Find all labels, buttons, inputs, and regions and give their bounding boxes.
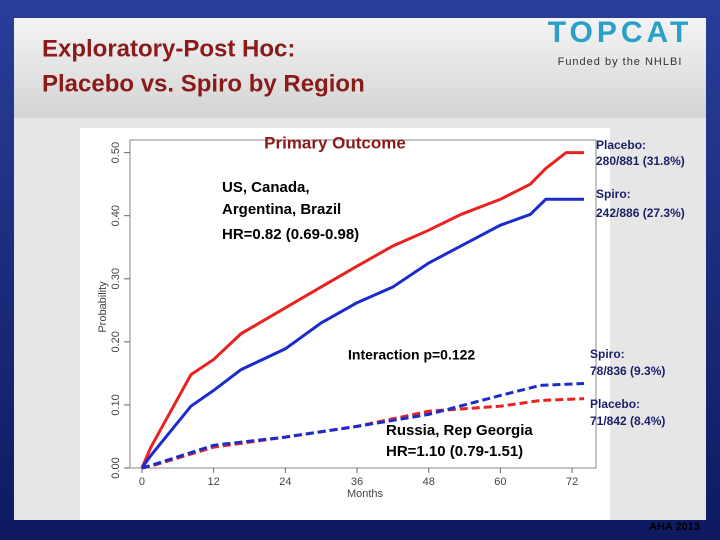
annotation: US, Canada, [222,179,310,196]
series-line [140,197,585,469]
x-tick-label: 12 [208,476,220,488]
header [14,18,706,118]
logo: TOPCAT [548,16,693,49]
annotation: Russia, Rep Georgia [386,422,533,439]
x-tick-label: 24 [279,476,291,488]
annotation: 71/842 (8.4%) [590,414,665,428]
annotation: Spiro: [596,187,631,201]
y-tick-label: 0.00 [110,457,122,478]
x-axis-label: Months [347,488,384,500]
annotation: Argentina, Brazil [222,201,341,218]
slide-title: Placebo vs. Spiro by Region [42,70,365,97]
annotation: Placebo: [590,397,640,411]
annotation: HR=0.82 (0.69-0.98) [222,226,359,243]
chart-title: Primary Outcome [264,133,406,152]
y-tick-label: 0.50 [110,142,122,163]
y-tick-label: 0.40 [110,205,122,226]
annotation: Interaction p=0.122 [348,347,475,363]
y-tick-label: 0.30 [110,268,122,289]
plot-frame [129,139,597,469]
logo-caption: Funded by the NHLBI [558,56,683,68]
annotation: Spiro: [590,347,625,361]
annotation: 280/881 (31.8%) [596,154,685,168]
x-tick-label: 60 [494,476,506,488]
series-line [140,151,585,469]
footer: AHA 2013 [649,521,700,533]
annotation: HR=1.10 (0.79-1.51) [386,443,523,460]
x-tick-label: 48 [423,476,435,488]
y-axis-label: Probability [97,281,109,333]
slide-title: Exploratory-Post Hoc: [42,35,295,62]
y-tick-label: 0.10 [110,394,122,415]
chart-box [80,128,610,520]
annotation: Placebo: [596,138,646,152]
annotation: 242/886 (27.3%) [596,206,685,220]
x-tick-label: 0 [139,476,145,488]
y-tick-label: 0.20 [110,331,122,352]
annotation: 78/836 (9.3%) [590,364,665,378]
x-tick-label: 36 [351,476,363,488]
series-line [141,381,585,470]
x-tick-label: 72 [566,476,578,488]
